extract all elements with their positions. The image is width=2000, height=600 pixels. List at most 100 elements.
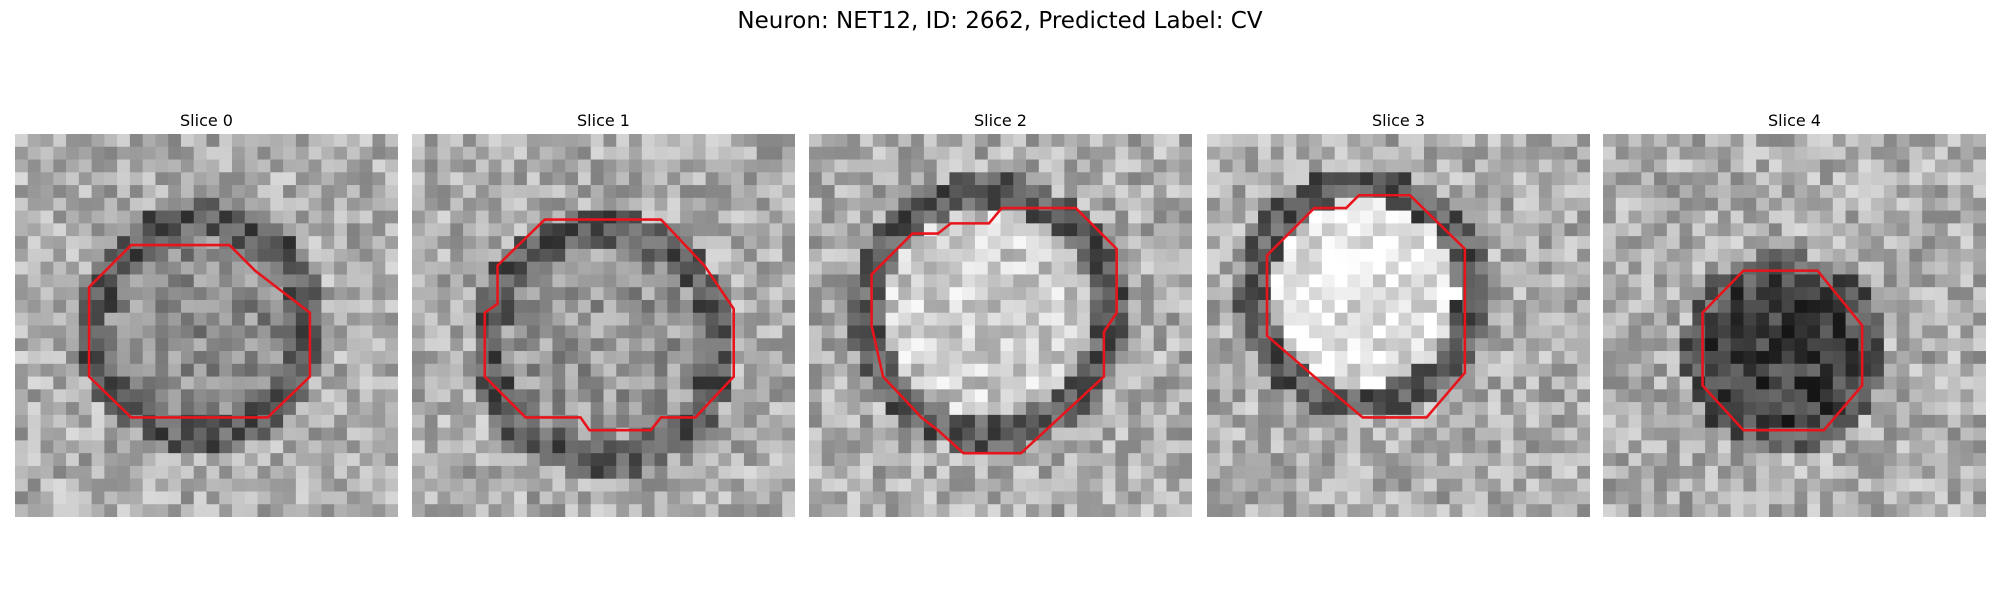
image-pixel [1730, 312, 1744, 326]
image-pixel [949, 478, 963, 492]
image-pixel [1538, 351, 1553, 365]
image-pixel [359, 236, 373, 250]
image-pixel [372, 197, 386, 211]
image-pixel [1245, 274, 1259, 288]
image-pixel [1538, 363, 1553, 377]
image-pixel [1398, 261, 1412, 275]
image-pixel [450, 402, 464, 416]
image-pixel [1526, 210, 1540, 224]
image-pixel [936, 312, 950, 326]
image-pixel [117, 376, 131, 390]
image-pixel [641, 389, 655, 403]
image-pixel [1283, 389, 1297, 403]
image-pixel [1768, 299, 1783, 314]
image-pixel [346, 146, 361, 160]
image-pixel [346, 223, 361, 237]
image-pixel [756, 465, 770, 480]
image-pixel [463, 299, 477, 314]
image-pixel [142, 312, 156, 326]
image-pixel [680, 376, 694, 390]
image-pixel [104, 274, 118, 288]
image-pixel [1654, 185, 1668, 199]
image-pixel [1871, 504, 1885, 517]
image-pixel [1385, 440, 1399, 454]
image-pixel [1743, 478, 1757, 492]
image-pixel [232, 146, 246, 160]
image-pixel [911, 338, 925, 352]
image-pixel [1692, 299, 1706, 314]
image-pixel [463, 351, 477, 365]
image-pixel [718, 414, 732, 429]
image-pixel [1153, 491, 1167, 505]
image-pixel [565, 504, 579, 517]
image-pixel [283, 248, 297, 263]
image-pixel [1077, 376, 1091, 390]
image-pixel [718, 440, 732, 454]
image-pixel [667, 478, 681, 492]
image-pixel [1832, 351, 1846, 365]
image-pixel [565, 299, 579, 314]
image-pixel [680, 172, 694, 186]
image-pixel [1717, 478, 1732, 492]
image-pixel [923, 351, 938, 365]
image-pixel [782, 402, 795, 416]
image-pixel [1603, 338, 1617, 352]
image-pixel [1436, 134, 1450, 148]
image-pixel [53, 453, 67, 467]
image-pixel [756, 325, 770, 339]
image-pixel [782, 261, 795, 275]
image-pixel [718, 248, 732, 263]
image-pixel [552, 491, 566, 505]
image-pixel [654, 146, 668, 160]
image-pixel [705, 504, 719, 517]
image-pixel [27, 223, 41, 237]
image-pixel [603, 210, 617, 224]
image-pixel [206, 261, 220, 275]
image-pixel [577, 427, 592, 441]
image-pixel [1283, 325, 1297, 339]
image-pixel [180, 248, 195, 263]
image-pixel [731, 491, 745, 505]
image-pixel [1360, 338, 1374, 352]
image-pixel [1207, 414, 1221, 429]
image-pixel [1705, 299, 1719, 314]
image-pixel [66, 197, 80, 211]
image-pixel [1462, 223, 1476, 237]
image-pixel [1666, 414, 1680, 429]
image-pixel [1551, 299, 1565, 314]
image-pixel [1603, 491, 1617, 505]
image-pixel [463, 274, 477, 288]
image-pixel [1487, 478, 1502, 492]
image-pixel [1424, 312, 1438, 326]
image-pixel [782, 504, 795, 517]
image-pixel [1219, 363, 1233, 377]
image-pixel [809, 376, 823, 390]
image-pixel [949, 312, 963, 326]
image-pixel [40, 172, 54, 186]
image-pixel [1768, 440, 1783, 454]
image-pixel [526, 338, 541, 352]
image-pixel [1372, 338, 1387, 352]
image-pixel [40, 261, 54, 275]
image-pixel [782, 427, 795, 441]
image-pixel [244, 440, 258, 454]
image-pixel [66, 248, 80, 263]
image-pixel [1628, 504, 1642, 517]
image-pixel [1564, 465, 1578, 480]
image-pixel [1538, 248, 1553, 263]
image-pixel [539, 338, 553, 352]
image-pixel [1089, 299, 1104, 314]
image-pixel [1026, 287, 1040, 301]
image-pixel [168, 491, 182, 505]
image-pixel [359, 146, 373, 160]
image-pixel [590, 299, 604, 314]
image-pixel [1577, 389, 1590, 403]
image-pixel [193, 274, 207, 288]
image-pixel [270, 465, 284, 480]
image-pixel [129, 440, 144, 454]
image-pixel [1207, 261, 1221, 275]
image-pixel [1577, 504, 1590, 517]
image-pixel [1270, 223, 1284, 237]
image-pixel [1166, 465, 1180, 480]
image-pixel [385, 134, 398, 148]
